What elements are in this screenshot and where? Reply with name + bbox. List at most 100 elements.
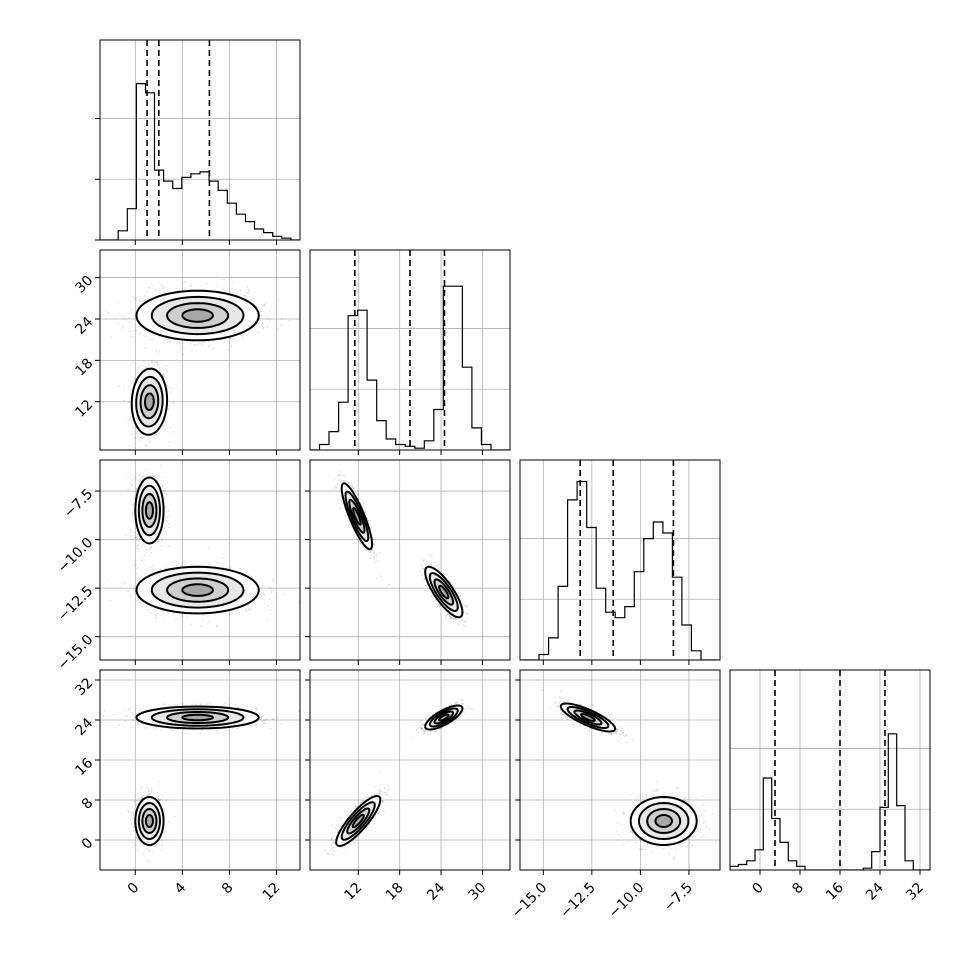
- y-tick-label-1-1: 18: [72, 355, 96, 379]
- scatter-3-1: [324, 698, 473, 856]
- contour-line: [135, 289, 260, 342]
- contour-line: [144, 501, 154, 520]
- x-tick-label-0-0: 0: [125, 880, 143, 898]
- contour-line: [340, 482, 374, 551]
- y-tick-label-3-3: 24: [72, 715, 96, 739]
- contour-line: [335, 794, 382, 848]
- contour-line: [150, 571, 245, 609]
- x-tick-label-1-3: 30: [466, 880, 490, 904]
- contour-line: [573, 709, 603, 726]
- panel-2-2: [519, 459, 721, 665]
- x-tick-label-2-2: −10.0: [606, 880, 648, 922]
- density-fill: [655, 815, 672, 827]
- contour-line: [135, 705, 260, 730]
- contour-line: [137, 484, 162, 537]
- contour-line: [428, 572, 459, 613]
- axes-frame: [729, 669, 931, 871]
- density-fill: [145, 815, 153, 827]
- contour-line: [340, 801, 376, 841]
- panel-3-0: 0 4 8 12 0 8 16 24 32: [72, 669, 301, 904]
- contour-line: [438, 584, 450, 600]
- x-tick-label-3-4: 32: [903, 880, 927, 904]
- y-tick-label-2-2: −10.0: [55, 535, 97, 577]
- contour-line: [424, 704, 464, 731]
- y-tick-label-2-3: −7.5: [61, 486, 96, 521]
- density-fill: [439, 585, 449, 599]
- x-tick-label-2-3: −7.5: [661, 880, 696, 915]
- x-tick-label-1-1: 18: [383, 880, 407, 904]
- contour-line: [166, 302, 230, 329]
- x-tick-label-2-1: −12.5: [557, 880, 599, 922]
- y-tick-label-2-1: −12.5: [55, 583, 97, 625]
- histogram-2: [520, 480, 720, 660]
- contour-line: [580, 713, 596, 722]
- contour-line: [130, 367, 169, 436]
- x-tick-label-0-2: 8: [219, 880, 237, 898]
- contour-line: [181, 583, 214, 597]
- scatter-1-0: [105, 278, 290, 447]
- density-fill: [352, 814, 364, 828]
- density-fill: [353, 508, 361, 525]
- axes-frame: [99, 669, 301, 871]
- y-tick-label-2-0: −15.0: [55, 632, 97, 674]
- axes-frame: [519, 459, 721, 661]
- y-tick-label-3-2: 16: [72, 755, 96, 779]
- density-fill: [145, 393, 154, 410]
- y-tick-label-1-3: 30: [72, 273, 96, 297]
- contour-line: [134, 795, 165, 847]
- axes-frame: [99, 39, 301, 241]
- x-tick-label-0-3: 12: [260, 880, 284, 904]
- contour-line: [646, 807, 682, 835]
- axes-frame: [309, 249, 511, 451]
- x-tick-label-1-0: 12: [341, 880, 365, 904]
- density-fill: [182, 584, 213, 596]
- contour-line: [139, 384, 160, 420]
- axes-frame: [309, 669, 511, 871]
- y-tick-label-1-0: 12: [72, 397, 96, 421]
- y-tick-label-1-2: 24: [72, 314, 96, 338]
- contour-line: [348, 498, 366, 534]
- contour-line: [437, 713, 450, 722]
- scatter-2-1: [334, 469, 469, 627]
- contour-line: [134, 476, 165, 545]
- x-tick-label-3-3: 24: [863, 880, 887, 904]
- histogram-1: [310, 285, 510, 450]
- contour-line: [150, 708, 245, 727]
- histogram-3: [730, 733, 930, 870]
- contour-line: [433, 710, 455, 725]
- density-fill: [581, 714, 595, 721]
- contour-line: [637, 801, 690, 841]
- contour-line: [181, 713, 214, 722]
- contour-line: [137, 801, 162, 841]
- y-tick-label-3-0: 0: [79, 835, 97, 853]
- y-tick-label-3-1: 8: [79, 795, 97, 813]
- x-tick-label-3-1: 8: [789, 880, 807, 898]
- histogram-0: [100, 83, 300, 240]
- x-tick-label-2-0: −15.0: [509, 880, 551, 922]
- axes-frame: [99, 459, 301, 661]
- panel-1-0: 12 18 24 30: [72, 249, 301, 455]
- x-tick-label-3-2: 16: [823, 880, 847, 904]
- scatter-2-0: [106, 464, 300, 628]
- density-fill: [145, 502, 153, 519]
- contour-line: [141, 807, 158, 835]
- panel-1-1: [309, 249, 511, 455]
- panel-2-1: [305, 459, 511, 665]
- contour-line: [144, 814, 154, 828]
- panel-2-0: −15.0 −12.5 −10.0 −7.5: [55, 459, 301, 674]
- contour-line: [352, 507, 362, 526]
- contour-line: [150, 295, 245, 336]
- contour-line: [144, 392, 155, 411]
- panel-3-1: 12 18 24 30: [305, 669, 511, 904]
- contour-line: [166, 577, 230, 603]
- contour-line: [181, 308, 214, 323]
- scatter-3-0: [101, 702, 300, 863]
- axes-frame: [99, 249, 301, 451]
- axes-frame: [309, 459, 511, 661]
- density-fill: [439, 714, 449, 721]
- contour-line: [566, 706, 610, 729]
- x-tick-label-1-2: 24: [424, 880, 448, 904]
- contour-line: [166, 711, 230, 724]
- contour-line: [346, 807, 371, 835]
